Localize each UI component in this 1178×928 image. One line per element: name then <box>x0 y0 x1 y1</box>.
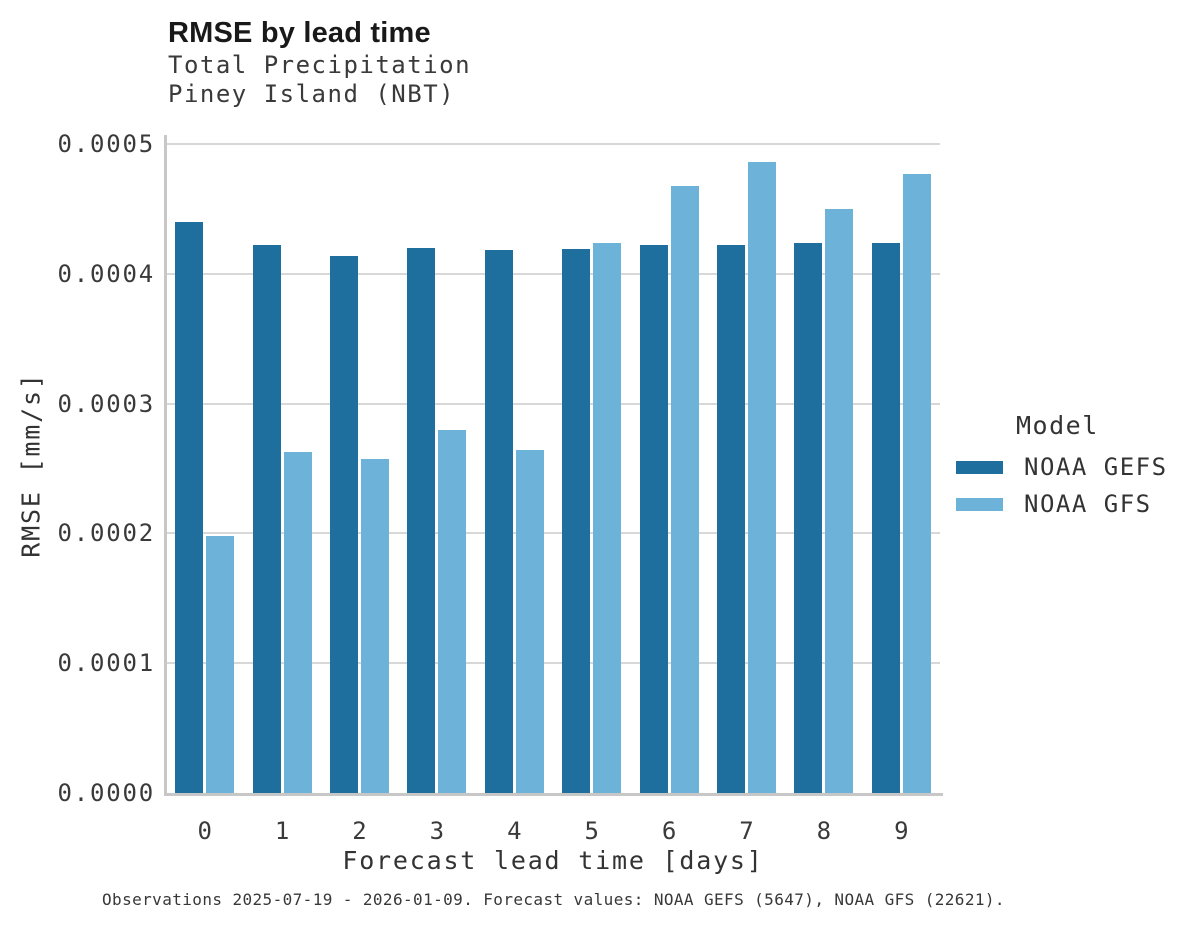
bar-noaa-gefs-lead-2 <box>330 255 358 793</box>
x-tick-9: 9 <box>894 817 909 845</box>
caption: Observations 2025-07-19 - 2026-01-09. Fo… <box>102 890 1005 909</box>
bar-noaa-gfs-lead-0 <box>206 535 235 793</box>
bar-noaa-gefs-lead-9 <box>871 242 900 793</box>
bar-noaa-gefs-lead-5 <box>562 249 591 793</box>
y-tick-0.0000: 0.0000 <box>57 779 155 807</box>
x-axis-title: Forecast lead time [days] <box>342 846 764 875</box>
gridline-0.0004 <box>166 272 940 275</box>
legend-title: Model <box>1016 411 1099 440</box>
x-tick-5: 5 <box>584 817 599 845</box>
bar-noaa-gefs-lead-4 <box>484 250 513 793</box>
bar-noaa-gefs-lead-7 <box>717 245 745 793</box>
x-axis-line <box>164 793 943 796</box>
gridline-0.0001 <box>166 662 940 665</box>
plot-area <box>166 136 940 793</box>
y-tick-0.0003: 0.0003 <box>57 389 155 418</box>
legend: Model NOAA GEFS NOAA GFS <box>956 411 1178 526</box>
y-axis-line <box>164 135 167 796</box>
bar-noaa-gefs-lead-3 <box>407 247 436 793</box>
legend-label-noaa-gefs: NOAA GEFS <box>1024 453 1168 481</box>
legend-label-noaa-gfs: NOAA GFS <box>1024 490 1152 518</box>
legend-entry-noaa-gefs: NOAA GEFS <box>956 452 1178 482</box>
x-tick-6: 6 <box>661 817 677 845</box>
gridline-0.0005 <box>166 143 940 145</box>
bar-noaa-gfs-lead-7 <box>748 162 776 793</box>
x-tick-7: 7 <box>739 817 754 845</box>
legend-entries: NOAA GEFS NOAA GFS <box>956 452 1178 519</box>
bar-noaa-gefs-lead-1 <box>252 245 281 793</box>
legend-swatch-noaa-gefs <box>956 460 1003 474</box>
gridline-0.0003 <box>166 402 940 405</box>
x-tick-1: 1 <box>274 817 290 845</box>
chart-title: RMSE by lead time <box>168 17 431 49</box>
x-tick-0: 0 <box>197 817 212 845</box>
y-tick-0.0005: 0.0005 <box>57 130 155 158</box>
y-tick-0.0001: 0.0001 <box>57 649 155 678</box>
gridline-0.0002 <box>166 532 940 535</box>
bar-noaa-gfs-lead-8 <box>825 208 854 793</box>
bar-noaa-gfs-lead-4 <box>515 450 544 793</box>
chart-subtitle-variable: Total Precipitation <box>168 51 472 79</box>
chart-subtitle-location: Piney Island (NBT) <box>168 80 456 108</box>
y-tick-0.0004: 0.0004 <box>57 259 155 288</box>
bar-noaa-gfs-lead-2 <box>361 459 389 793</box>
bar-noaa-gfs-lead-9 <box>902 173 931 793</box>
bar-noaa-gfs-lead-3 <box>438 429 467 793</box>
bar-noaa-gfs-lead-5 <box>593 242 622 793</box>
x-tick-8: 8 <box>816 817 832 845</box>
legend-entry-noaa-gfs: NOAA GFS <box>956 489 1178 519</box>
legend-swatch-noaa-gfs <box>956 497 1003 511</box>
x-tick-3: 3 <box>429 817 445 845</box>
bar-noaa-gefs-lead-8 <box>794 242 823 793</box>
bar-noaa-gefs-lead-0 <box>175 221 204 793</box>
y-axis-title: RMSE [mm/s] <box>16 372 46 558</box>
bar-noaa-gfs-lead-6 <box>670 185 699 793</box>
y-tick-0.0002: 0.0002 <box>57 519 155 548</box>
bar-noaa-gefs-lead-6 <box>639 245 668 793</box>
bar-noaa-gfs-lead-1 <box>283 451 312 793</box>
x-tick-4: 4 <box>507 817 522 845</box>
x-tick-2: 2 <box>352 817 367 845</box>
